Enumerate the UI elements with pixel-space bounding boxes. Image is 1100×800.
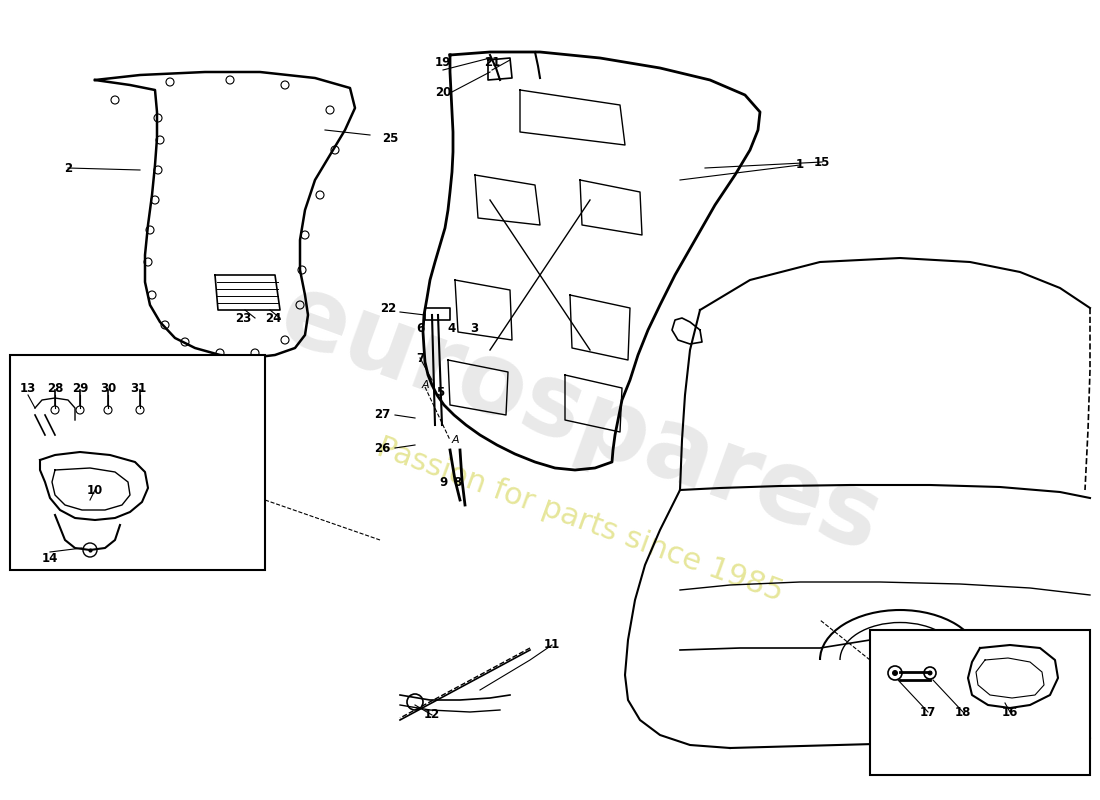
Circle shape [892, 670, 898, 676]
Text: 12: 12 [424, 709, 440, 722]
Text: 25: 25 [382, 131, 398, 145]
Text: 22: 22 [379, 302, 396, 314]
Text: 6: 6 [416, 322, 425, 334]
Text: 11: 11 [543, 638, 560, 651]
Text: 26: 26 [374, 442, 390, 454]
Text: 23: 23 [235, 311, 251, 325]
Text: A: A [451, 435, 459, 445]
Text: 3: 3 [470, 322, 478, 334]
Text: 9: 9 [439, 477, 447, 490]
Text: 27: 27 [374, 409, 390, 422]
Text: 31: 31 [130, 382, 146, 394]
Text: 1: 1 [796, 158, 804, 171]
FancyBboxPatch shape [870, 630, 1090, 775]
Text: 30: 30 [100, 382, 117, 394]
Text: 4: 4 [448, 322, 456, 334]
Text: Passion for parts since 1985: Passion for parts since 1985 [373, 433, 788, 607]
Text: 19: 19 [434, 57, 451, 70]
Text: 10: 10 [87, 483, 103, 497]
Text: 17: 17 [920, 706, 936, 718]
Text: 5: 5 [436, 386, 444, 399]
Text: 13: 13 [20, 382, 36, 394]
Text: 29: 29 [72, 382, 88, 394]
Text: 15: 15 [814, 155, 830, 169]
Text: 14: 14 [42, 551, 58, 565]
Text: 21: 21 [484, 57, 500, 70]
Text: 16: 16 [1002, 706, 1019, 718]
Text: A: A [421, 380, 429, 390]
Text: 24: 24 [265, 311, 282, 325]
Text: 7: 7 [416, 351, 425, 365]
Text: 20: 20 [434, 86, 451, 99]
Text: 18: 18 [955, 706, 971, 718]
Text: 2: 2 [64, 162, 73, 174]
FancyBboxPatch shape [10, 355, 265, 570]
Circle shape [104, 406, 112, 414]
Circle shape [76, 406, 84, 414]
Circle shape [927, 670, 933, 675]
Text: eurospares: eurospares [266, 266, 893, 574]
Circle shape [51, 406, 59, 414]
Circle shape [136, 406, 144, 414]
Text: 8: 8 [453, 477, 461, 490]
Text: 28: 28 [47, 382, 63, 394]
